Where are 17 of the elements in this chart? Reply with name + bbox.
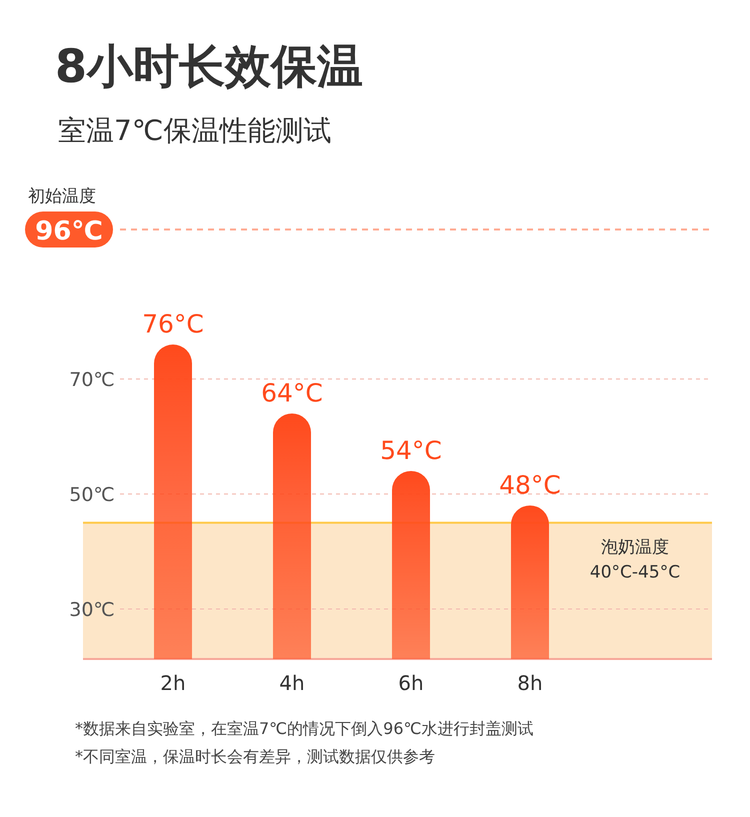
- ref-line-label: 初始温度 96℃: [28, 186, 103, 246]
- data-label: 54°C: [380, 436, 442, 465]
- text: *不同室温，保温时长会有差异，测试数据仅供参考: [75, 747, 435, 766]
- x-tick-label: 6h: [398, 671, 424, 695]
- data-label: 48°C: [499, 470, 561, 500]
- band-label: 泡奶温度 40°C-45°C: [590, 538, 680, 583]
- data-label: 76°C: [142, 309, 204, 338]
- x-tick-label: 8h: [517, 671, 543, 695]
- x-tick-label: 4h: [279, 671, 305, 695]
- chart-subtitle: 室温7℃保温性能测试: [58, 114, 332, 147]
- y-tick-label: 70℃: [69, 368, 115, 391]
- y-tick-label: 50℃: [69, 484, 115, 506]
- x-tick-label: 2h: [160, 671, 186, 695]
- chart-title: 8小时长效保温: [55, 39, 364, 93]
- text: *数据来自实验室，在室温7℃的情况下倒入96℃水进行封盖测试: [75, 719, 534, 738]
- data-label: 64°C: [261, 378, 323, 408]
- y-tick-label: 30℃: [69, 598, 115, 621]
